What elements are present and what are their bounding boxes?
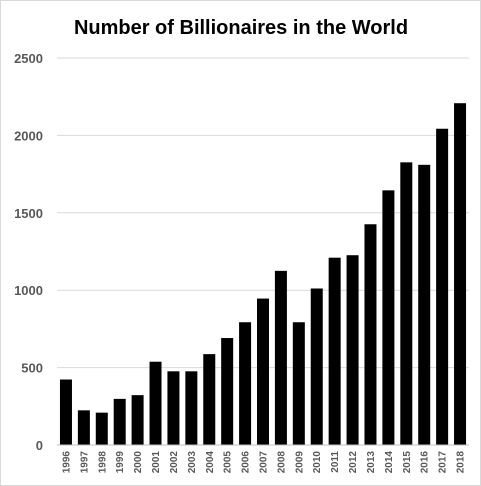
x-tick-label: 2007: [259, 451, 270, 474]
bar-2012: [346, 255, 359, 445]
x-tick-label: 2003: [187, 451, 198, 474]
bar-2009: [292, 322, 305, 445]
x-tick-label: 2015: [402, 451, 413, 474]
x-tick-label: 2001: [151, 451, 162, 474]
bar-2001: [149, 361, 162, 445]
x-axis-ticks: 1996 1997 1998 1999 2000 2001 2002 2003 2004 2005…: [61, 451, 466, 474]
x-tick-label: 1998: [97, 451, 108, 474]
chart-title: Number of Billionaires in the World: [74, 17, 408, 39]
bar-2006: [239, 322, 252, 445]
bar-2010: [310, 288, 323, 445]
bar-2016: [418, 164, 431, 445]
x-tick-label: 2012: [348, 451, 359, 474]
bar-2008: [274, 270, 287, 445]
y-tick-label: 1000: [14, 283, 43, 298]
bar-2003: [185, 371, 198, 445]
bar-2000: [131, 395, 144, 445]
bar-1996: [59, 379, 72, 445]
x-tick-label: 2000: [133, 451, 144, 474]
y-tick-label: 2000: [14, 128, 43, 143]
bar-2017: [436, 128, 449, 445]
x-tick-label: 1997: [79, 451, 90, 474]
bar-2014: [382, 190, 395, 445]
bar-1999: [113, 398, 126, 445]
x-tick-label: 2006: [241, 451, 252, 474]
bar-2007: [256, 298, 270, 445]
x-tick-label: 2002: [169, 451, 180, 474]
x-tick-label: 2010: [312, 451, 323, 474]
x-tick-label: 2004: [205, 451, 216, 474]
x-tick-label: 2011: [330, 451, 341, 473]
bar-2005: [221, 338, 234, 445]
y-tick-label: 500: [21, 361, 43, 376]
y-axis-ticks: 0 500 1000 1500 2000 2500: [14, 51, 43, 453]
y-tick-label: 0: [36, 438, 43, 453]
x-tick-label: 2009: [294, 451, 305, 474]
bar-2015: [400, 162, 413, 445]
x-tick-label: 2008: [276, 451, 287, 474]
bar-1997: [77, 410, 90, 445]
bar-2004: [203, 354, 216, 445]
x-tick-label: 2005: [223, 451, 234, 474]
x-tick-label: 2013: [366, 451, 377, 474]
x-tick-label: 1999: [115, 451, 126, 474]
x-tick-label: 1996: [61, 451, 72, 474]
bar-2002: [167, 371, 180, 445]
bars: [59, 103, 467, 445]
y-tick-label: 1500: [14, 206, 43, 221]
x-tick-label: 2016: [420, 451, 431, 474]
x-tick-label: 2014: [384, 451, 395, 474]
bar-2018: [454, 103, 467, 445]
y-tick-label: 2500: [14, 51, 43, 66]
bar-2013: [364, 224, 377, 445]
x-tick-label: 2018: [456, 451, 467, 474]
bar-1998: [95, 412, 108, 445]
x-tick-label: 2017: [438, 451, 449, 474]
bar-2011: [328, 257, 341, 445]
